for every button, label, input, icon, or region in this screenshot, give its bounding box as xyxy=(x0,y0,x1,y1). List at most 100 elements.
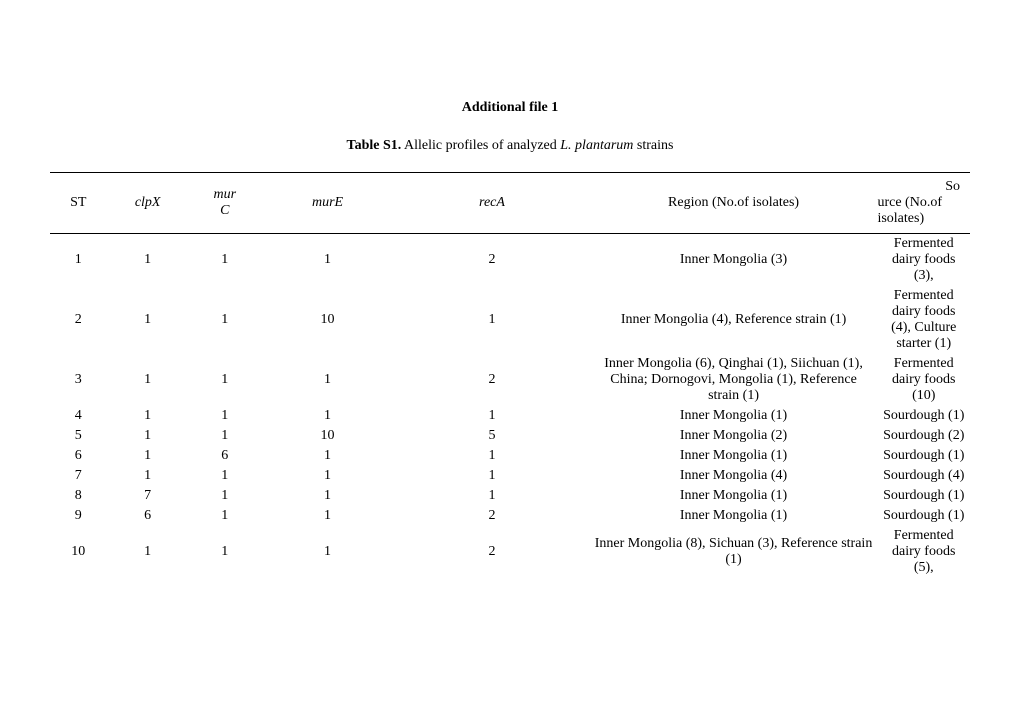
col-murc-bot: C xyxy=(220,203,229,218)
table-row: 87111Inner Mongolia (1)Sourdough (1) xyxy=(50,486,970,506)
cell-reca: 1 xyxy=(394,466,589,486)
cell-mure: 10 xyxy=(261,426,395,446)
cell-source: Fermented dairy foods (4), Culture start… xyxy=(877,286,970,354)
cell-region: Inner Mongolia (1) xyxy=(590,446,878,466)
col-st: ST xyxy=(50,173,107,234)
cell-source: Fermented dairy foods (5), xyxy=(877,526,970,578)
cell-region: Inner Mongolia (6), Qinghai (1), Siichua… xyxy=(590,354,878,406)
cell-reca: 2 xyxy=(394,234,589,287)
cell-reca: 1 xyxy=(394,286,589,354)
cell-mure: 1 xyxy=(261,234,395,287)
cell-st: 3 xyxy=(50,354,107,406)
cell-mure: 1 xyxy=(261,466,395,486)
cell-clpx: 1 xyxy=(107,526,189,578)
cell-source: Sourdough (1) xyxy=(877,446,970,466)
cell-source: Sourdough (2) xyxy=(877,426,970,446)
cell-source: Sourdough (1) xyxy=(877,486,970,506)
cell-reca: 5 xyxy=(394,426,589,446)
cell-reca: 2 xyxy=(394,354,589,406)
cell-reca: 2 xyxy=(394,506,589,526)
table-row: 511105Inner Mongolia (2)Sourdough (2) xyxy=(50,426,970,446)
cell-mure: 10 xyxy=(261,286,395,354)
cell-mure: 1 xyxy=(261,526,395,578)
cell-reca: 2 xyxy=(394,526,589,578)
col-source-mid: urce (No.of isolates) xyxy=(877,195,966,227)
caption-label: Table S1. xyxy=(347,138,402,153)
cell-st: 6 xyxy=(50,446,107,466)
cell-st: 5 xyxy=(50,426,107,446)
table-caption: Table S1. Allelic profiles of analyzed L… xyxy=(50,138,970,154)
cell-source: Sourdough (1) xyxy=(877,506,970,526)
allelic-profiles-table: ST clpX mur C murE recA Region (No.of is… xyxy=(50,172,970,578)
cell-reca: 1 xyxy=(394,406,589,426)
cell-region: Inner Mongolia (2) xyxy=(590,426,878,446)
cell-region: Inner Mongolia (1) xyxy=(590,486,878,506)
cell-murc: 1 xyxy=(189,526,261,578)
cell-region: Inner Mongolia (1) xyxy=(590,406,878,426)
cell-st: 1 xyxy=(50,234,107,287)
cell-murc: 1 xyxy=(189,486,261,506)
col-source: So urce (No.of isolates) xyxy=(877,173,970,234)
cell-mure: 1 xyxy=(261,506,395,526)
cell-murc: 6 xyxy=(189,446,261,466)
caption-text-1: Allelic profiles of analyzed xyxy=(401,138,560,153)
cell-region: Inner Mongolia (1) xyxy=(590,506,878,526)
table-row: 61611Inner Mongolia (1)Sourdough (1) xyxy=(50,446,970,466)
caption-text-2: strains xyxy=(633,138,673,153)
cell-mure: 1 xyxy=(261,406,395,426)
cell-clpx: 1 xyxy=(107,286,189,354)
cell-clpx: 7 xyxy=(107,486,189,506)
table-row: 101112Inner Mongolia (8), Sichuan (3), R… xyxy=(50,526,970,578)
col-reca: recA xyxy=(394,173,589,234)
table-body: 11112Inner Mongolia (3)Fermented dairy f… xyxy=(50,234,970,579)
cell-region: Inner Mongolia (8), Sichuan (3), Referen… xyxy=(590,526,878,578)
cell-murc: 1 xyxy=(189,406,261,426)
table-row: 11112Inner Mongolia (3)Fermented dairy f… xyxy=(50,234,970,287)
cell-murc: 1 xyxy=(189,354,261,406)
cell-st: 9 xyxy=(50,506,107,526)
cell-source: Fermented dairy foods (3), xyxy=(877,234,970,287)
cell-source: Fermented dairy foods (10) xyxy=(877,354,970,406)
cell-region: Inner Mongolia (3) xyxy=(590,234,878,287)
cell-clpx: 1 xyxy=(107,234,189,287)
cell-source: Sourdough (1) xyxy=(877,406,970,426)
cell-reca: 1 xyxy=(394,486,589,506)
cell-murc: 1 xyxy=(189,286,261,354)
cell-st: 10 xyxy=(50,526,107,578)
cell-murc: 1 xyxy=(189,426,261,446)
col-region: Region (No.of isolates) xyxy=(590,173,878,234)
cell-murc: 1 xyxy=(189,234,261,287)
cell-region: Inner Mongolia (4), Reference strain (1) xyxy=(590,286,878,354)
col-clpx: clpX xyxy=(107,173,189,234)
table-row: 211101Inner Mongolia (4), Reference stra… xyxy=(50,286,970,354)
col-murc-top: mur xyxy=(213,187,236,202)
cell-murc: 1 xyxy=(189,466,261,486)
col-source-top: So xyxy=(877,179,966,195)
table-row: 71111Inner Mongolia (4)Sourdough (4) xyxy=(50,466,970,486)
table-row: 31112Inner Mongolia (6), Qinghai (1), Si… xyxy=(50,354,970,406)
table-row: 96112Inner Mongolia (1)Sourdough (1) xyxy=(50,506,970,526)
cell-region: Inner Mongolia (4) xyxy=(590,466,878,486)
cell-st: 8 xyxy=(50,486,107,506)
cell-st: 7 xyxy=(50,466,107,486)
cell-clpx: 1 xyxy=(107,446,189,466)
cell-source: Sourdough (4) xyxy=(877,466,970,486)
col-murc: mur C xyxy=(189,173,261,234)
page-title: Additional file 1 xyxy=(50,100,970,116)
cell-mure: 1 xyxy=(261,354,395,406)
col-mure: murE xyxy=(261,173,395,234)
cell-clpx: 1 xyxy=(107,354,189,406)
cell-murc: 1 xyxy=(189,506,261,526)
cell-st: 2 xyxy=(50,286,107,354)
cell-clpx: 1 xyxy=(107,426,189,446)
cell-clpx: 1 xyxy=(107,466,189,486)
cell-st: 4 xyxy=(50,406,107,426)
cell-clpx: 6 xyxy=(107,506,189,526)
cell-clpx: 1 xyxy=(107,406,189,426)
table-header-row: ST clpX mur C murE recA Region (No.of is… xyxy=(50,173,970,234)
cell-reca: 1 xyxy=(394,446,589,466)
cell-mure: 1 xyxy=(261,486,395,506)
table-row: 41111Inner Mongolia (1)Sourdough (1) xyxy=(50,406,970,426)
caption-species: L. plantarum xyxy=(560,138,633,153)
cell-mure: 1 xyxy=(261,446,395,466)
